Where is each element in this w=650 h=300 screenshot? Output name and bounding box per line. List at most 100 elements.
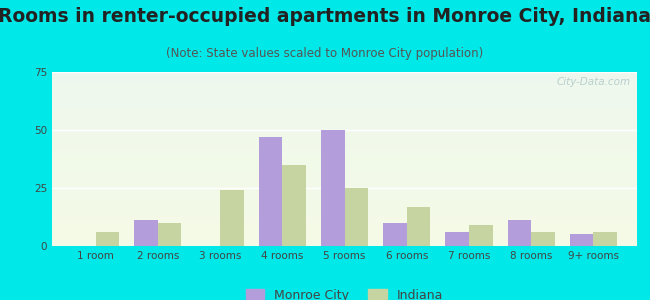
Bar [52, 200, 637, 201]
Bar [52, 225, 637, 226]
Bar [52, 215, 637, 216]
Bar [508, 220, 531, 246]
Bar [570, 234, 593, 246]
Bar [52, 75, 637, 76]
Bar [52, 212, 637, 213]
Bar [52, 166, 637, 167]
Bar [52, 238, 637, 239]
Bar [52, 153, 637, 154]
Bar [52, 144, 637, 145]
Bar [52, 181, 637, 182]
Bar [52, 193, 637, 194]
Bar [52, 156, 637, 157]
Bar [52, 226, 637, 227]
Bar [52, 116, 637, 117]
Text: City-Data.com: City-Data.com [557, 77, 631, 87]
Bar [52, 180, 637, 181]
Bar [52, 146, 637, 147]
Bar [52, 104, 637, 105]
Bar [52, 137, 637, 138]
Bar [52, 150, 637, 151]
Bar [52, 195, 637, 196]
Bar [52, 88, 637, 89]
Bar [344, 188, 368, 246]
Bar [52, 125, 637, 126]
Bar [52, 140, 637, 141]
Bar [52, 90, 637, 91]
Bar [52, 135, 637, 136]
Bar [52, 115, 637, 116]
Bar [52, 158, 637, 159]
Bar [52, 131, 637, 132]
Bar [52, 154, 637, 155]
Bar [52, 82, 637, 83]
Bar [52, 134, 637, 135]
Bar [52, 216, 637, 217]
Bar [52, 229, 637, 230]
Bar [52, 114, 637, 115]
Bar [52, 149, 637, 150]
Bar [52, 72, 637, 73]
Bar [52, 243, 637, 244]
Bar [52, 97, 637, 98]
Bar [52, 167, 637, 168]
Legend: Monroe City, Indiana: Monroe City, Indiana [240, 284, 448, 300]
Bar [52, 92, 637, 93]
Bar [52, 190, 637, 191]
Bar [52, 199, 637, 200]
Bar [52, 160, 637, 161]
Bar [52, 124, 637, 125]
Bar [52, 105, 637, 106]
Bar [52, 232, 637, 233]
Bar [52, 98, 637, 99]
Bar [52, 85, 637, 86]
Bar [52, 241, 637, 242]
Bar [52, 198, 637, 199]
Bar [52, 111, 637, 112]
Bar [52, 83, 637, 84]
Bar [52, 196, 637, 197]
Bar [52, 224, 637, 225]
Bar [52, 73, 637, 74]
Bar [52, 82, 637, 83]
Bar [52, 120, 637, 121]
Bar [52, 138, 637, 139]
Text: (Note: State values scaled to Monroe City population): (Note: State values scaled to Monroe Cit… [166, 46, 484, 59]
Bar [52, 172, 637, 173]
Bar [158, 223, 181, 246]
Bar [52, 132, 637, 133]
Bar [52, 94, 637, 95]
Bar [52, 145, 637, 146]
Bar [52, 236, 637, 237]
Bar [52, 130, 637, 131]
Bar [52, 123, 637, 124]
Bar [52, 217, 637, 218]
Bar [52, 112, 637, 113]
Bar [52, 177, 637, 178]
Bar [52, 136, 637, 137]
Bar [52, 183, 637, 184]
Bar [52, 100, 637, 101]
Bar [52, 133, 637, 134]
Bar [52, 151, 637, 152]
Bar [52, 234, 637, 235]
Bar [52, 185, 637, 186]
Bar [52, 188, 637, 189]
Bar [52, 80, 637, 81]
Bar [52, 163, 637, 164]
Bar [52, 169, 637, 170]
Bar [52, 228, 637, 229]
Bar [52, 239, 637, 240]
Bar [220, 190, 244, 246]
Bar [52, 179, 637, 180]
Bar [52, 77, 637, 78]
Bar [52, 128, 637, 129]
Bar [52, 101, 637, 102]
Bar [134, 220, 158, 246]
Bar [52, 126, 637, 127]
Bar [52, 207, 637, 208]
Bar [52, 230, 637, 231]
Bar [52, 110, 637, 111]
Bar [52, 127, 637, 128]
Bar [52, 173, 637, 174]
